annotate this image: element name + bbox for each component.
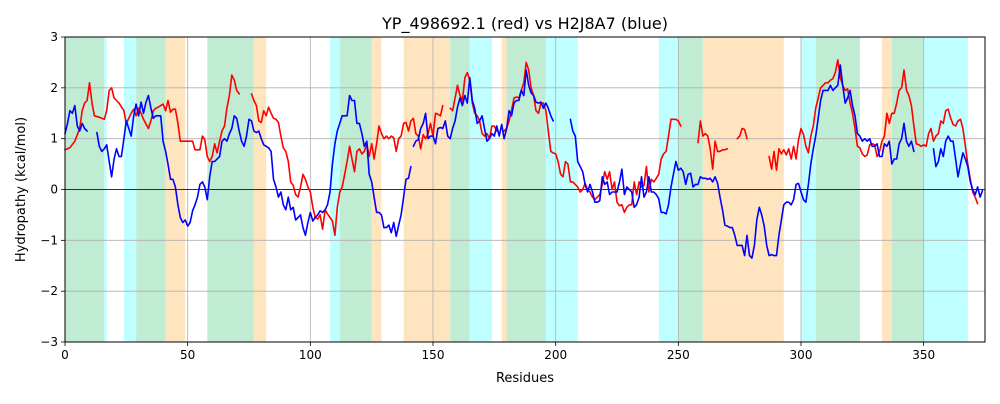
y-tick-label: −2 xyxy=(40,284,58,298)
y-tick-label: 1 xyxy=(50,132,58,146)
x-tick-label: 300 xyxy=(790,348,813,362)
x-tick-label: 350 xyxy=(912,348,935,362)
series-0-line-1 xyxy=(250,93,444,237)
series-1-line-2 xyxy=(412,69,555,148)
series-0-line-6 xyxy=(768,59,979,205)
y-tick-label: 0 xyxy=(50,183,58,197)
series-layer xyxy=(64,59,984,259)
series-0-line-4 xyxy=(697,120,729,170)
series-1-line-1 xyxy=(96,94,412,238)
x-tick-label: 50 xyxy=(180,348,195,362)
x-axis-label: Residues xyxy=(496,371,554,386)
series-1-line-0 xyxy=(64,104,88,135)
x-tick-label: 150 xyxy=(422,348,445,362)
series-0-line-0 xyxy=(64,74,240,163)
x-tick-label: 100 xyxy=(299,348,322,362)
x-tick-label: 200 xyxy=(544,348,567,362)
ticks-layer: 0 50 100 150 200 250 300 350 −3 −2 −1 0 1 2 3 xyxy=(40,30,935,362)
y-tick-label: −3 xyxy=(40,335,58,349)
y-tick-label: −1 xyxy=(40,233,58,247)
series-1 xyxy=(64,64,984,259)
x-tick-label: 250 xyxy=(667,348,690,362)
series-1-line-4 xyxy=(932,135,984,198)
series-0-line-5 xyxy=(736,127,748,140)
y-tick-label: 3 xyxy=(50,30,58,44)
series-1-line-3 xyxy=(569,64,915,259)
y-tick-label: 2 xyxy=(50,81,58,95)
y-axis-label: Hydropathy (kcal/mol) xyxy=(14,117,29,262)
chart-title: YP_498692.1 (red) vs H2J8A7 (blue) xyxy=(381,14,668,34)
x-tick-label: 0 xyxy=(61,348,69,362)
